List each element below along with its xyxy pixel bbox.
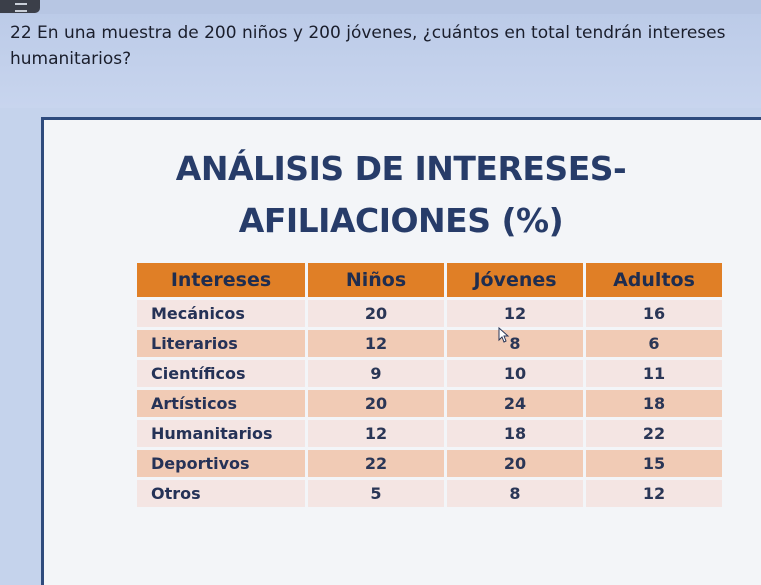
interests-table: Intereses Niños Jóvenes Adultos Mecánico… (134, 260, 725, 510)
mouse-pointer-icon (498, 327, 510, 343)
row-label: Científicos (137, 360, 305, 387)
cell-ninos: 5 (308, 480, 444, 507)
header-adultos: Adultos (586, 263, 722, 297)
cell-jovenes: 10 (447, 360, 583, 387)
cell-jovenes: 20 (447, 450, 583, 477)
header-ninos: Niños (308, 263, 444, 297)
question-text: 22 En una muestra de 200 niños y 200 jóv… (10, 20, 758, 72)
question-band (0, 14, 761, 108)
table-title: ANÁLISIS DE INTERESES- AFILIACIONES (%) (41, 143, 761, 247)
question-body: En una muestra de 200 niños y 200 jóvene… (10, 23, 726, 69)
row-label: Literarios (137, 330, 305, 357)
cell-ninos: 22 (308, 450, 444, 477)
cell-ninos: 9 (308, 360, 444, 387)
cell-adultos: 6 (586, 330, 722, 357)
cell-adultos: 16 (586, 300, 722, 327)
table-title-line-2: AFILIACIONES (%) (238, 201, 564, 240)
row-label: Artísticos (137, 390, 305, 417)
table-header-row: Intereses Niños Jóvenes Adultos (137, 263, 722, 297)
row-label: Otros (137, 480, 305, 507)
top-bar (0, 0, 761, 14)
cell-adultos: 12 (586, 480, 722, 507)
table-row: Literarios 12 8 6 (137, 330, 722, 357)
cell-jovenes: 8 (447, 480, 583, 507)
table-title-line-1: ANÁLISIS DE INTERESES- (175, 149, 627, 188)
cell-ninos: 20 (308, 300, 444, 327)
header-intereses: Intereses (137, 263, 305, 297)
menu-icon (15, 3, 27, 12)
table-row: Otros 5 8 12 (137, 480, 722, 507)
cell-jovenes: 24 (447, 390, 583, 417)
cell-adultos: 11 (586, 360, 722, 387)
table-row: Artísticos 20 24 18 (137, 390, 722, 417)
table-row: Humanitarios 12 18 22 (137, 420, 722, 447)
cell-adultos: 22 (586, 420, 722, 447)
cell-adultos: 18 (586, 390, 722, 417)
row-label: Humanitarios (137, 420, 305, 447)
question-number: 22 (10, 23, 32, 43)
cell-ninos: 20 (308, 390, 444, 417)
cell-jovenes: 8 (447, 330, 583, 357)
table-row: Deportivos 22 20 15 (137, 450, 722, 477)
cell-adultos: 15 (586, 450, 722, 477)
row-label: Deportivos (137, 450, 305, 477)
table-row: Mecánicos 20 12 16 (137, 300, 722, 327)
header-jovenes: Jóvenes (447, 263, 583, 297)
cell-ninos: 12 (308, 330, 444, 357)
cell-jovenes: 18 (447, 420, 583, 447)
menu-button[interactable] (0, 0, 40, 13)
row-label: Mecánicos (137, 300, 305, 327)
table-row: Científicos 9 10 11 (137, 360, 722, 387)
cell-ninos: 12 (308, 420, 444, 447)
cell-jovenes: 12 (447, 300, 583, 327)
